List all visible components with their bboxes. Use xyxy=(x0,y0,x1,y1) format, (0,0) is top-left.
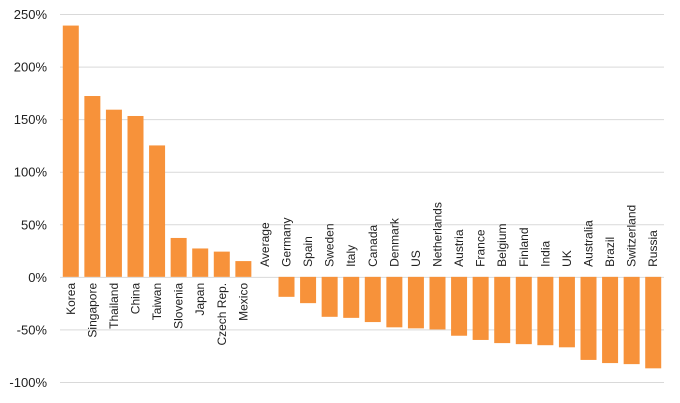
bar xyxy=(645,276,662,369)
y-tick-label: 150% xyxy=(14,112,48,127)
bar xyxy=(429,276,446,330)
category-label: Sweden xyxy=(323,223,337,266)
category-label: Singapore xyxy=(85,283,99,338)
category-label: Finland xyxy=(517,227,531,266)
category-label: Taiwan xyxy=(150,283,164,320)
category-label: France xyxy=(474,229,488,267)
bar xyxy=(451,276,468,336)
category-label: Canada xyxy=(366,224,380,266)
bar xyxy=(537,276,554,346)
category-label: Australia xyxy=(582,220,596,267)
y-tick-label: 0% xyxy=(28,270,47,285)
bar xyxy=(278,276,295,297)
bar xyxy=(623,276,640,365)
bar xyxy=(84,96,101,277)
y-axis-tick-labels: -100% -50% 0% 50% 100% 150% 200% 250% xyxy=(9,7,47,390)
y-tick-label: -50% xyxy=(17,322,48,337)
y-tick-label: 200% xyxy=(14,60,48,75)
category-label: India xyxy=(538,241,552,267)
bar xyxy=(407,276,424,329)
y-tick-label: 100% xyxy=(14,165,48,180)
bar xyxy=(602,276,619,364)
category-label: Korea xyxy=(64,283,78,315)
category-label: Germany xyxy=(280,217,294,266)
category-label: Brazil xyxy=(603,237,617,267)
bars xyxy=(62,25,662,369)
category-label: UK xyxy=(560,250,574,267)
category-label: Russia xyxy=(646,230,660,267)
bar xyxy=(213,251,230,277)
y-tick-label: -100% xyxy=(9,375,47,390)
bar xyxy=(192,248,209,277)
category-label: Netherlands xyxy=(431,202,445,267)
bar xyxy=(127,115,144,277)
category-label: Austria xyxy=(452,229,466,267)
category-label: US xyxy=(409,250,423,267)
category-label: Denmark xyxy=(387,217,401,267)
category-label: Italy xyxy=(344,245,358,267)
bar xyxy=(105,109,122,277)
category-label: Japan xyxy=(193,283,207,316)
bar xyxy=(343,276,360,318)
bar xyxy=(300,276,317,304)
bar xyxy=(494,276,511,344)
bar xyxy=(170,237,187,277)
bar xyxy=(580,276,597,360)
category-label: Slovenia xyxy=(172,283,186,329)
bar xyxy=(558,276,575,348)
bar xyxy=(149,145,166,277)
bar xyxy=(62,25,79,277)
category-label: China xyxy=(129,283,143,315)
category-label: Spain xyxy=(301,236,315,267)
y-tick-label: 250% xyxy=(14,7,48,22)
bar xyxy=(472,276,489,340)
category-label: Switzerland xyxy=(625,205,639,267)
category-label: Thailand xyxy=(107,283,121,329)
category-labels: Korea Singapore Thailand China Taiwan Sloveni… xyxy=(64,202,660,345)
category-label: Czech Rep. xyxy=(215,283,229,346)
category-label: Belgium xyxy=(495,223,509,266)
bar xyxy=(364,276,381,323)
bar xyxy=(386,276,403,328)
bar xyxy=(515,276,532,345)
y-tick-label: 50% xyxy=(21,217,47,232)
bar xyxy=(321,276,338,317)
category-label: Average xyxy=(258,222,272,267)
category-label: Mexico xyxy=(236,283,250,321)
bar xyxy=(235,261,252,277)
